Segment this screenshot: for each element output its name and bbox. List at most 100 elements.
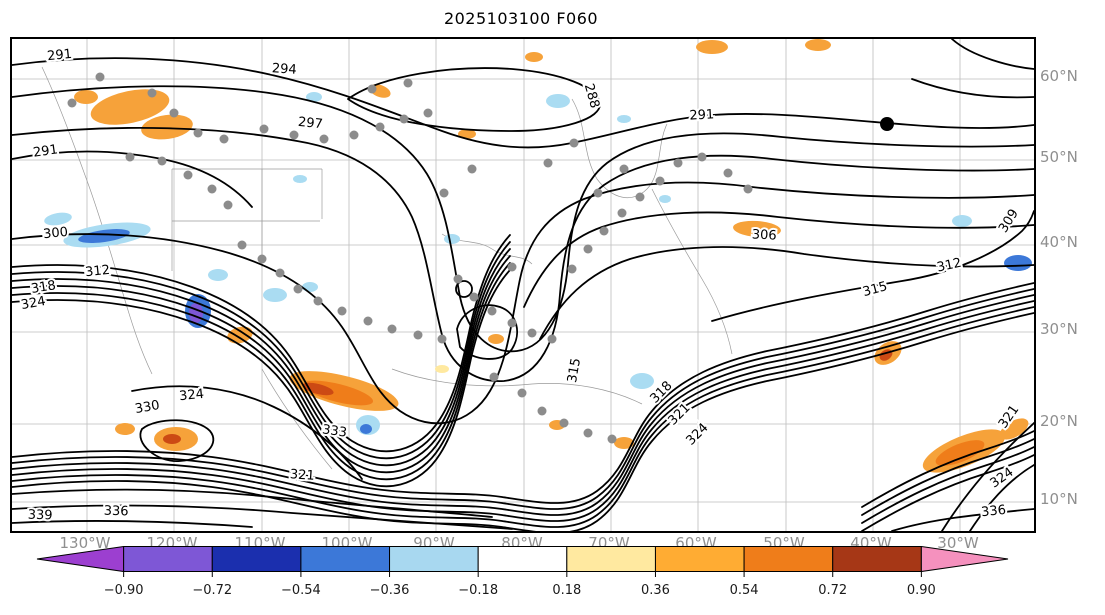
station-dot — [593, 188, 603, 198]
station-dot — [169, 108, 179, 118]
station-dot — [259, 124, 269, 134]
colorbar-segment — [389, 546, 479, 572]
station-dot — [313, 296, 323, 306]
coastline-border-path — [261, 368, 333, 470]
station-dot — [439, 188, 449, 198]
contour-line — [12, 85, 1034, 353]
contour-line-band — [12, 262, 511, 481]
colorbar-tick-label: 0.72 — [818, 583, 847, 598]
contour-line-band — [12, 300, 1034, 522]
station-dot — [537, 406, 547, 416]
contour-label: 312 — [936, 256, 963, 276]
anomaly-shading-patch — [293, 175, 307, 183]
colorbar-segment — [300, 546, 391, 572]
contour-label: 330 — [134, 398, 161, 417]
anomaly-shading-patch — [617, 115, 631, 123]
lon-tick-label: 30°W — [937, 534, 979, 552]
station-dot — [697, 152, 707, 162]
contour-label: 324 — [20, 294, 47, 313]
contour-line-band — [861, 454, 1034, 531]
station-dot — [223, 200, 233, 210]
anomaly-shading-patch — [525, 52, 543, 62]
contour-line-band — [861, 446, 1034, 524]
station-dot — [125, 152, 135, 162]
station-dot — [507, 262, 517, 272]
contour-label: 300 — [43, 225, 69, 243]
station-dot — [237, 240, 247, 250]
contour-line — [911, 78, 1034, 99]
contour-line — [12, 126, 1034, 382]
station-dot — [567, 264, 577, 274]
contour-label: 306 — [751, 227, 777, 243]
figure-title: 2025103100 F060 — [443, 9, 599, 28]
colorbar: −0.90 −0.72 −0.54 −0.36 −0.18 0.18 0.36 0.54 0.7… — [35, 545, 1010, 608]
anomaly-shading-patch — [546, 94, 570, 108]
station-dot — [367, 84, 377, 94]
anomaly-shading-patch — [659, 195, 671, 203]
contour-line-band — [12, 255, 511, 474]
anomaly-shading-patch — [435, 365, 449, 373]
contour-label: 294 — [271, 61, 297, 78]
station-dot — [599, 226, 609, 236]
anomaly-shading-patch — [733, 220, 781, 238]
station-dot — [437, 334, 447, 344]
anomaly-shading-patch — [90, 89, 170, 125]
station-dot — [387, 324, 397, 334]
station-dot — [413, 330, 423, 340]
station-dot — [423, 108, 433, 118]
station-dot — [655, 176, 665, 186]
station-dot — [219, 134, 229, 144]
anomaly-shading-patch — [115, 423, 135, 435]
contour-label: 312 — [85, 263, 111, 281]
anomaly-shading-patch — [263, 288, 287, 302]
anomaly-shading-patch — [74, 90, 98, 104]
contour-line — [139, 419, 215, 462]
contour-label: 324 — [988, 465, 1017, 492]
station-dot — [319, 134, 329, 144]
contour-label: 309 — [996, 207, 1022, 236]
anomaly-shading-patch — [189, 303, 203, 323]
contour-line — [941, 422, 1034, 531]
colorbar-tick-label: 0.36 — [641, 583, 670, 598]
contour-line — [12, 57, 1034, 149]
station-dot — [147, 88, 157, 98]
station-dot — [453, 274, 463, 284]
contour-label: 333 — [321, 422, 348, 440]
anomaly-shading-patch — [302, 382, 334, 396]
anomaly-shading-patch — [488, 334, 504, 344]
station-dot — [723, 168, 733, 178]
contour-label: 291 — [32, 142, 59, 160]
contour-label: 291 — [47, 47, 73, 65]
lat-tick-label: 20°N — [1040, 412, 1078, 430]
station-dot — [403, 78, 413, 88]
lat-tick-label: 30°N — [1040, 320, 1078, 338]
contour-line — [523, 211, 1034, 308]
station-dot — [95, 72, 105, 82]
anomaly-shading-patch — [44, 212, 72, 226]
anomaly-shading-patch — [78, 229, 130, 243]
colorbar-left-arrow — [36, 545, 125, 573]
anomaly-shading-patch — [302, 282, 318, 292]
anomaly-shading-patch — [630, 373, 654, 389]
lat-tick-label: 50°N — [1040, 148, 1078, 166]
colorbar-segment — [123, 546, 213, 572]
station-dot — [487, 306, 497, 316]
station-dot — [399, 114, 409, 124]
colorbar-tick-label: −0.18 — [458, 583, 498, 598]
station-dot — [617, 208, 627, 218]
colorbar-tick-label: −0.72 — [192, 583, 232, 598]
contour-line — [969, 464, 1034, 531]
contour-label: 318 — [30, 278, 57, 297]
colorbar-tick-label: −0.90 — [104, 583, 144, 598]
coastline-border-path — [571, 98, 668, 198]
station-dot — [207, 184, 217, 194]
anomaly-shading-patch — [163, 434, 181, 444]
map-plot-area: 291 294 297 288 291 291 300 312 318 324 306 309 312 3… — [10, 37, 1036, 533]
station-dot — [619, 164, 629, 174]
colorbar-tick-label: −0.36 — [370, 583, 410, 598]
station-dot — [293, 284, 303, 294]
contour-label: 297 — [297, 115, 323, 133]
contour-label: 288 — [581, 82, 602, 110]
anomaly-shading-patch — [952, 215, 972, 227]
contour-line — [951, 39, 1034, 70]
